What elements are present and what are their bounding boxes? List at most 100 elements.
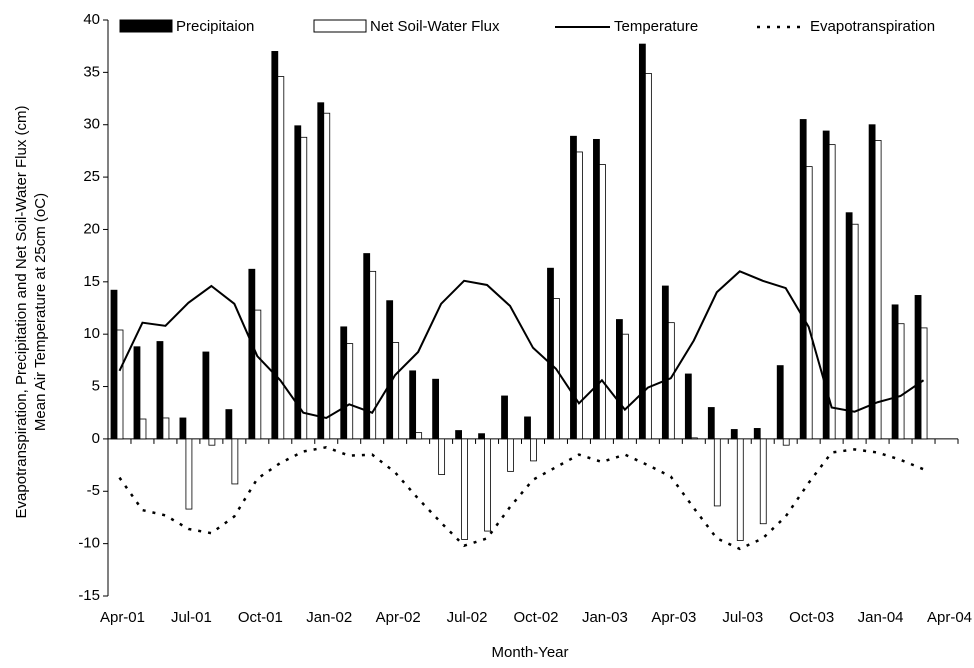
evap-line bbox=[118, 445, 925, 551]
bar bbox=[868, 124, 876, 440]
y-axis-label: Evapotranspiration, Precipitation and Ne… bbox=[13, 106, 30, 519]
bar bbox=[845, 212, 853, 440]
bar bbox=[851, 223, 859, 440]
temp-line bbox=[118, 270, 925, 420]
bar bbox=[897, 323, 905, 440]
bar bbox=[415, 432, 423, 440]
bar bbox=[501, 395, 508, 440]
bar bbox=[799, 119, 807, 440]
bar bbox=[133, 346, 141, 440]
bar bbox=[782, 438, 790, 446]
y-tick-label: -5 bbox=[87, 482, 100, 499]
bar bbox=[920, 327, 928, 440]
bar bbox=[730, 429, 738, 440]
x-tick-label: Oct-02 bbox=[513, 609, 558, 626]
bar bbox=[828, 144, 836, 440]
x-tick-label: Jan-03 bbox=[582, 609, 628, 626]
x-tick-label: Jul-02 bbox=[447, 609, 488, 626]
bar bbox=[461, 438, 468, 540]
bar bbox=[231, 438, 239, 485]
bar bbox=[277, 76, 285, 440]
bar bbox=[254, 309, 262, 440]
bar bbox=[294, 125, 302, 440]
bar bbox=[392, 342, 400, 440]
y-tick-label: 15 bbox=[83, 273, 100, 290]
x-tick-label: Jul-01 bbox=[171, 609, 212, 626]
bar bbox=[684, 373, 692, 440]
bar bbox=[547, 267, 554, 440]
bar bbox=[484, 438, 491, 532]
x-tick-label: Jul-03 bbox=[722, 609, 763, 626]
y-tick-label: 5 bbox=[92, 378, 100, 395]
bar bbox=[644, 73, 652, 440]
bar bbox=[599, 164, 606, 440]
x-tick-label: Apr-03 bbox=[651, 609, 696, 626]
y-tick-label: -15 bbox=[78, 587, 100, 604]
bar bbox=[478, 433, 485, 440]
bar bbox=[317, 102, 325, 440]
bar bbox=[300, 136, 308, 440]
bar bbox=[110, 289, 118, 440]
x-tick-label: Apr-04 bbox=[927, 609, 972, 626]
y-tick-label: 25 bbox=[83, 168, 100, 185]
x-tick-label: Apr-02 bbox=[376, 609, 421, 626]
bar bbox=[409, 370, 417, 440]
y-tick-label: 10 bbox=[83, 325, 100, 342]
y-tick-label: 40 bbox=[83, 11, 100, 28]
bar bbox=[208, 438, 216, 446]
legend-label: Temperature bbox=[614, 18, 698, 35]
bar bbox=[593, 138, 600, 440]
y-axis-label: Mean Air Temperature at 25cm (oC) bbox=[32, 193, 49, 431]
bar bbox=[455, 430, 462, 440]
x-tick-label: Oct-03 bbox=[789, 609, 834, 626]
bar bbox=[346, 343, 354, 440]
bar bbox=[432, 378, 440, 440]
y-tick-label: 0 bbox=[92, 430, 100, 447]
bar bbox=[139, 418, 147, 440]
legend-label: Evapotranspiration bbox=[810, 18, 935, 35]
bar bbox=[736, 438, 744, 541]
bar bbox=[524, 416, 531, 440]
bar bbox=[156, 341, 164, 440]
bar bbox=[323, 112, 331, 440]
bar bbox=[638, 43, 646, 440]
bar bbox=[874, 140, 882, 440]
bar bbox=[753, 428, 761, 440]
bar bbox=[690, 437, 698, 440]
bar bbox=[776, 365, 784, 440]
bar bbox=[576, 151, 583, 440]
bar bbox=[340, 326, 348, 440]
legend-swatch bbox=[313, 19, 367, 33]
bar bbox=[116, 329, 124, 440]
x-tick-label: Oct-01 bbox=[238, 609, 283, 626]
x-tick-label: Apr-01 bbox=[100, 609, 145, 626]
y-tick-label: -10 bbox=[78, 535, 100, 552]
bar bbox=[667, 322, 675, 440]
x-tick-label: Jan-02 bbox=[306, 609, 352, 626]
bar bbox=[185, 438, 193, 510]
bar bbox=[179, 417, 187, 440]
bar bbox=[805, 166, 813, 440]
bar bbox=[271, 51, 279, 440]
bar bbox=[248, 268, 256, 440]
y-tick-label: 30 bbox=[83, 116, 100, 133]
y-tick-label: 20 bbox=[83, 220, 100, 237]
bar bbox=[162, 417, 170, 440]
x-tick-label: Jan-04 bbox=[858, 609, 904, 626]
bar bbox=[386, 300, 394, 440]
bar bbox=[438, 438, 446, 475]
legend-label: Precipitaion bbox=[176, 18, 254, 35]
bar bbox=[891, 304, 899, 440]
bar bbox=[661, 285, 669, 440]
bar bbox=[202, 351, 210, 440]
bar bbox=[616, 319, 623, 440]
bar bbox=[622, 333, 629, 440]
bar bbox=[530, 438, 537, 462]
bar bbox=[225, 409, 233, 440]
bar bbox=[369, 270, 377, 440]
bar bbox=[507, 438, 514, 472]
bar bbox=[713, 438, 721, 507]
x-axis-label: Month-Year bbox=[492, 644, 569, 661]
bar bbox=[759, 438, 767, 525]
